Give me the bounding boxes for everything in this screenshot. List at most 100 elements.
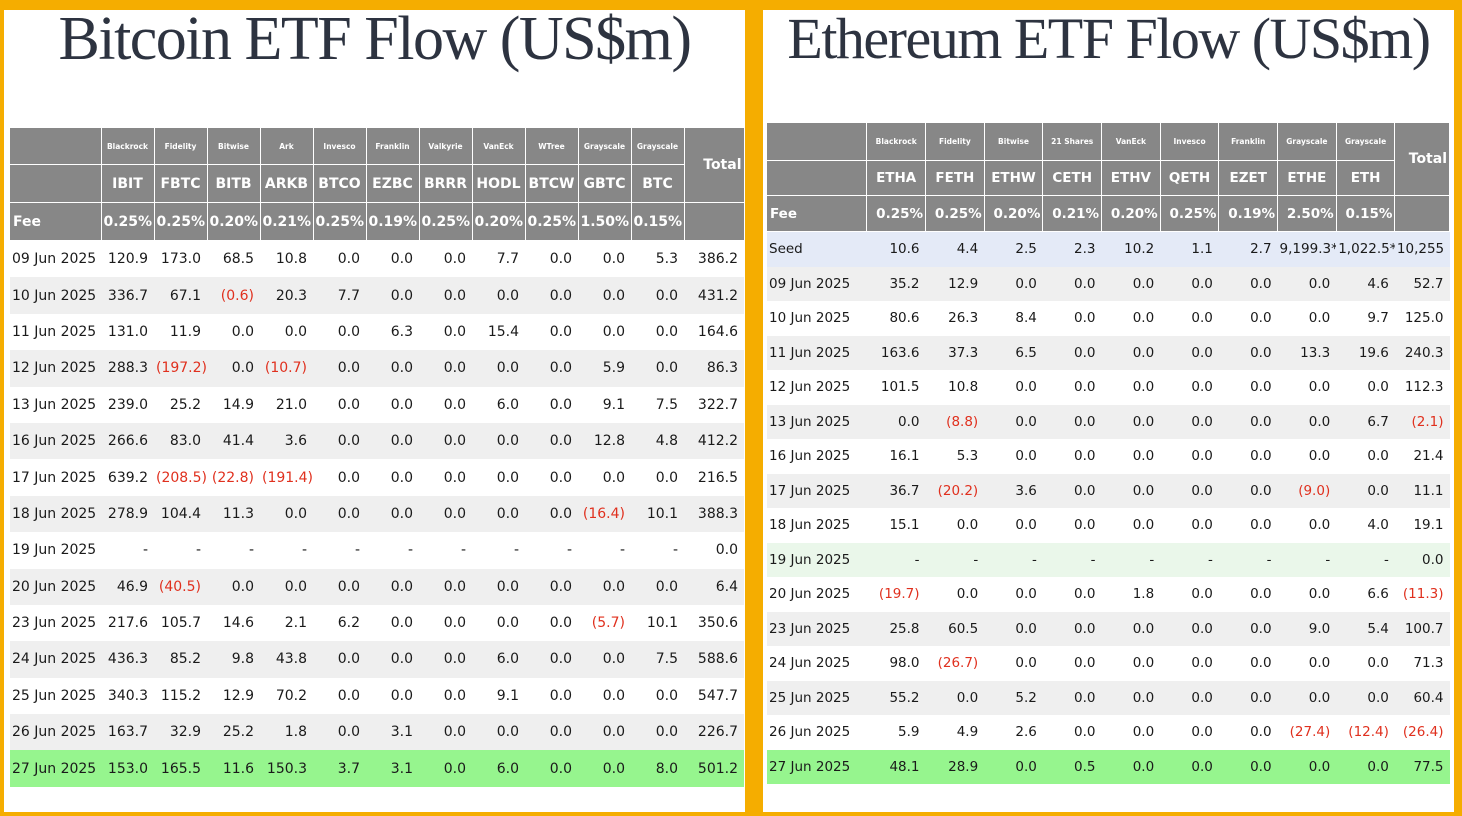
issuer-label: Franklin [1218, 123, 1279, 161]
ticker-label: QETH [1160, 160, 1220, 196]
flow-value: 0.0 [1160, 715, 1219, 750]
flow-value: 0.0 [984, 370, 1043, 405]
flow-value: 150.3 [260, 750, 313, 787]
row-date: 12 Jun 2025 [767, 370, 867, 405]
flow-value: 0.0 [1101, 749, 1161, 784]
flow-value: 0.0 [472, 495, 525, 533]
flow-value: 0.0 [925, 508, 985, 543]
flow-value: 0.0 [1218, 749, 1278, 784]
flow-value: 12.9 [207, 677, 260, 715]
flow-value: 0.0 [472, 350, 525, 387]
ticker-label: BTCO [313, 164, 367, 203]
flow-value: 0.0 [1101, 646, 1161, 681]
flow-value: 0.0 [207, 350, 260, 387]
flow-value: 6.0 [472, 386, 525, 423]
fee-label: Fee [10, 202, 102, 241]
flow-value: 15.1 [866, 508, 926, 543]
flow-value: (191.4) [260, 459, 313, 496]
flow-value: 115.2 [154, 677, 207, 715]
corner-cell [767, 123, 868, 161]
table-row: 24 Jun 2025 98.0 (26.7) 0.0 0.0 0.0 0.0 0.0 0.0 0… [767, 646, 1450, 681]
issuer-label: Grayscale [578, 128, 632, 165]
flow-value: 0.0 [1336, 370, 1395, 405]
issuer-label: Grayscale [1277, 123, 1337, 161]
flow-value: 0.0 [525, 240, 578, 278]
flow-value: - [207, 532, 260, 569]
flow-value: 0.0 [1218, 611, 1278, 646]
flow-value: 25.2 [154, 386, 207, 423]
flow-value: 0.5 [1042, 749, 1102, 784]
issuer-label: VanEck [1101, 123, 1161, 161]
flow-value: 85.2 [154, 641, 207, 678]
table-row: 17 Jun 2025 639.2 (208.5) (22.8) (191.4) 0.0 0… [10, 459, 744, 496]
flow-value: 1,022.5* [1336, 231, 1395, 267]
flow-value: 8.0 [631, 750, 684, 787]
flow-value: 0.0 [472, 422, 525, 460]
flow-value: 41.4 [207, 422, 260, 460]
flow-value: 16.1 [866, 439, 926, 474]
flow-value: 6.7 [1336, 404, 1395, 439]
row-date: 10 Jun 2025 [767, 301, 867, 336]
flow-value: 0.0 [366, 641, 419, 678]
row-total: 322.7 [684, 386, 744, 423]
flow-value: 0.0 [1218, 577, 1278, 612]
table-row: 19 Jun 2025- - - - - - - - -0.0 [767, 542, 1450, 577]
flow-value: 0.0 [525, 277, 578, 314]
flow-value: 0.0 [1218, 370, 1278, 405]
flow-value: 0.0 [313, 459, 366, 496]
flow-value: 288.3 [101, 350, 154, 387]
flow-value: 2.1 [260, 604, 313, 642]
issuer-row: Blackrock Fidelity Bitwise 21 Shares VanEck I… [767, 123, 1450, 196]
flow-value: 98.0 [866, 646, 926, 681]
row-total: 60.4 [1394, 680, 1450, 715]
flow-value: 0.0 [1336, 680, 1395, 715]
flow-value: 10.1 [631, 495, 684, 533]
flow-value: 0.0 [578, 459, 631, 496]
ticker-row: ETHA FETH ETHW CETH ETHV QETH EZET ETHE ETH [767, 160, 1450, 196]
ticker-label: FBTC [154, 164, 208, 203]
flow-value: 4.4 [925, 231, 985, 267]
flow-value: 0.0 [419, 313, 472, 351]
flow-value: 0.0 [631, 313, 684, 351]
issuer-label: VanEck [472, 128, 526, 165]
flow-value: 0.0 [1218, 473, 1278, 508]
flow-value: 5.2 [984, 680, 1043, 715]
fee-value: 0.25% [525, 202, 579, 241]
flow-value: (16.4) [578, 495, 631, 533]
flow-value: 131.0 [101, 313, 154, 351]
flow-value: (0.6) [207, 277, 260, 314]
flow-value: 0.0 [1336, 749, 1395, 784]
flow-value: 7.7 [313, 277, 366, 314]
flow-value: 0.0 [578, 568, 631, 605]
bitcoin-panel: Bitcoin ETF Flow (US$m) Blackrock Fidelit… [4, 10, 745, 812]
flow-value: 68.5 [207, 240, 260, 278]
flow-value: 0.0 [313, 714, 366, 751]
table-row: 23 Jun 2025 217.6 105.7 14.6 2.1 6.2 0.0 0.0 0.0… [10, 604, 744, 642]
flow-value: 0.0 [472, 568, 525, 605]
row-total: 100.7 [1394, 611, 1450, 646]
ticker-label: ETHA [866, 160, 927, 196]
flow-value: (9.0) [1277, 473, 1337, 508]
flow-value: 7.5 [631, 386, 684, 423]
flow-value: 101.5 [866, 370, 926, 405]
flow-value: 0.0 [1218, 680, 1278, 715]
fee-value: 0.25% [101, 202, 155, 241]
flow-value: 0.0 [419, 495, 472, 533]
table-row: 11 Jun 2025 131.0 11.9 0.0 0.0 0.0 6.3 0.0 15.4 0… [10, 313, 744, 351]
flow-value: 0.0 [260, 495, 313, 533]
flow-value: 3.7 [313, 750, 366, 787]
flow-value: 8.4 [984, 301, 1043, 336]
table-row: 16 Jun 2025 266.6 83.0 41.4 3.6 0.0 0.0 0.0 0.0 0… [10, 422, 744, 460]
flow-value: 0.0 [419, 604, 472, 642]
flow-value: 6.5 [984, 335, 1043, 370]
row-date: 13 Jun 2025 [767, 404, 867, 439]
row-total: (2.1) [1394, 404, 1450, 439]
row-total: 21.4 [1394, 439, 1450, 474]
table-row: 09 Jun 2025 35.2 12.9 0.0 0.0 0.0 0.0 0.0 0.0 4.6… [767, 266, 1450, 301]
row-total: 501.2 [684, 750, 744, 787]
flow-value: 0.0 [578, 313, 631, 351]
flow-value: 0.0 [366, 422, 419, 460]
flow-value: 0.0 [313, 350, 366, 387]
flow-value: 1.1 [1160, 231, 1219, 267]
ethereum-title: Ethereum ETF Flow (US$m) [787, 10, 1431, 71]
